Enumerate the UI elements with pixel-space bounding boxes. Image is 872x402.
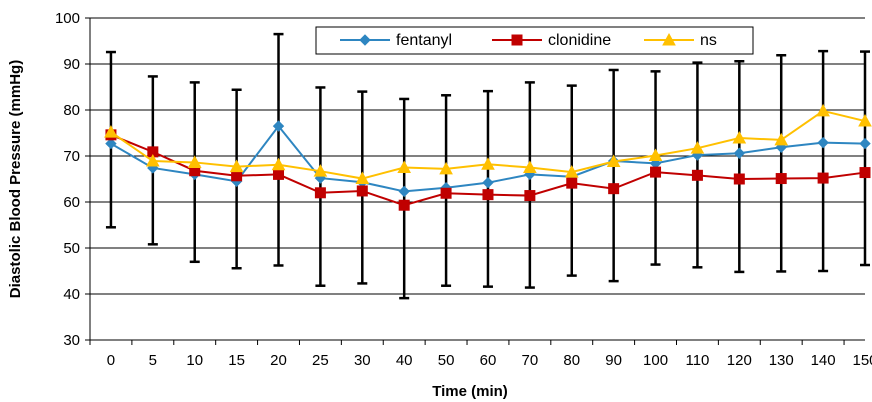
data-point-clonidine — [775, 173, 787, 185]
data-point-ns — [523, 160, 537, 173]
legend-label-ns: ns — [700, 32, 717, 49]
data-point-clonidine — [608, 183, 620, 195]
data-point-ns — [858, 113, 872, 127]
data-point-clonidine — [524, 190, 536, 202]
x-tick-label: 150 — [852, 352, 872, 369]
legend: fentanyl clonidine ns — [315, 26, 754, 55]
data-point-ns — [732, 131, 747, 144]
data-point-ns — [145, 154, 160, 167]
legend-item-clonidine: clonidine — [492, 32, 611, 49]
data-point-fentanyl — [817, 136, 829, 149]
data-point-ns — [229, 159, 244, 173]
legend-item-ns: ns — [644, 32, 717, 49]
data-point-fentanyl — [733, 147, 746, 159]
data-point-fentanyl — [859, 137, 871, 150]
y-tick-label: 80 — [63, 102, 80, 119]
y-tick-label: 30 — [63, 332, 80, 349]
y-tick-labels: 30 40 50 60 70 80 90 100 — [55, 10, 80, 349]
y-tick-label: 50 — [63, 240, 80, 257]
x-axis-title: Time (min) — [432, 383, 508, 400]
data-point-ns — [104, 125, 118, 138]
data-point-ns — [816, 103, 830, 117]
gridlines — [90, 17, 865, 341]
x-tick-label: 140 — [811, 352, 836, 369]
x-tick-label: 70 — [522, 352, 539, 369]
data-point-ns — [564, 165, 579, 178]
data-point-clonidine — [314, 187, 326, 199]
x-tick-label: 110 — [685, 352, 709, 369]
axes — [85, 17, 865, 345]
x-tick-label: 20 — [270, 352, 287, 369]
legend-marker-clonidine — [511, 34, 523, 46]
data-point-clonidine — [566, 177, 578, 189]
x-tick-labels: 0 5 10 15 20 25 30 40 50 60 70 80 90 100 110 120 130 140 1… — [107, 352, 872, 369]
y-tick-label: 70 — [63, 148, 80, 165]
y-tick-label: 100 — [55, 10, 80, 27]
data-point-fentanyl — [482, 176, 494, 189]
x-tick-label: 60 — [480, 352, 497, 369]
legend-item-fentanyl: fentanyl — [340, 32, 452, 49]
y-axis-title: Diastolic Blood Pressure (mmHg) — [7, 60, 24, 298]
series-lines — [104, 103, 872, 211]
data-point-ns — [187, 155, 202, 168]
x-tick-label: 25 — [312, 352, 329, 369]
data-point-ns — [439, 161, 453, 175]
x-tick-label: 0 — [107, 352, 115, 369]
data-point-ns — [271, 157, 286, 171]
y-tick-label: 90 — [63, 56, 80, 73]
data-point-ns — [690, 141, 705, 154]
legend-label-clonidine: clonidine — [548, 32, 611, 49]
data-point-clonidine — [691, 169, 703, 181]
series-ns — [104, 103, 872, 185]
data-point-ns — [313, 164, 328, 177]
x-tick-label: 100 — [643, 352, 668, 369]
data-point-ns — [481, 157, 495, 170]
data-point-ns — [397, 160, 412, 173]
legend-marker-fentanyl — [359, 34, 371, 46]
y-tick-label: 60 — [63, 194, 80, 211]
data-point-clonidine — [356, 185, 368, 197]
data-point-clonidine — [273, 168, 285, 180]
data-point-ns — [648, 148, 663, 162]
data-point-clonidine — [650, 166, 662, 178]
data-point-clonidine — [440, 187, 452, 199]
y-tick-label: 40 — [63, 286, 80, 303]
x-tick-label: 130 — [769, 352, 794, 369]
x-tick-label: 50 — [438, 352, 455, 369]
data-point-clonidine — [817, 172, 829, 184]
data-point-ns — [606, 154, 621, 168]
data-point-ns — [774, 132, 789, 146]
x-tick-label: 5 — [149, 352, 157, 369]
data-point-clonidine — [859, 167, 871, 179]
x-tick-label: 10 — [186, 352, 203, 369]
data-point-fentanyl — [105, 137, 117, 150]
x-tick-label: 120 — [727, 352, 752, 369]
data-point-ns — [355, 171, 370, 185]
data-point-clonidine — [733, 173, 745, 185]
x-tick-label: 90 — [605, 352, 622, 369]
legend-marker-ns — [662, 32, 676, 46]
data-point-fentanyl — [272, 120, 285, 132]
legend-label-fentanyl: fentanyl — [396, 32, 452, 49]
x-tick-label: 30 — [354, 352, 371, 369]
x-tick-label: 40 — [396, 352, 413, 369]
data-point-clonidine — [231, 170, 243, 182]
data-point-fentanyl — [398, 185, 410, 198]
x-tick-label: 80 — [563, 352, 580, 369]
x-tick-label: 15 — [228, 352, 245, 369]
data-point-clonidine — [398, 199, 410, 211]
data-point-clonidine — [482, 189, 494, 201]
